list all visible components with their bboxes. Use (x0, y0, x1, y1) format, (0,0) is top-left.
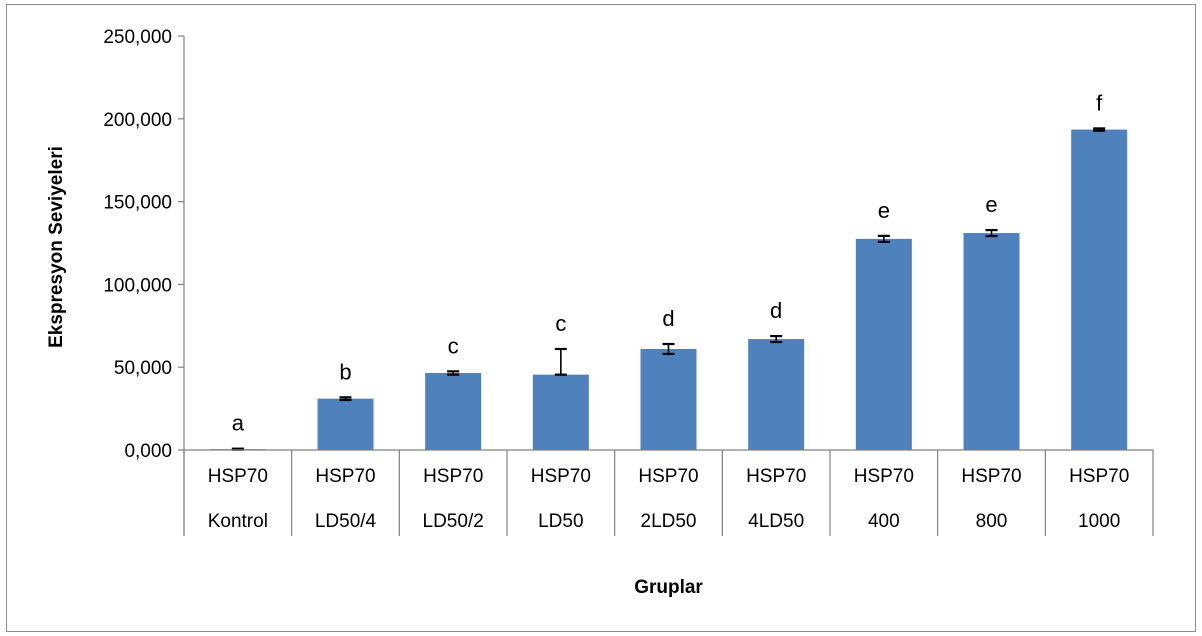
x-axis-title: Gruplar (634, 577, 703, 598)
y-tick-label: 200,000 (103, 110, 172, 131)
error-bar (877, 234, 890, 243)
category-label-line2: Kontrol (208, 511, 268, 532)
bar (748, 339, 805, 450)
category-label-line2: 400 (868, 511, 900, 532)
category-label-line2: LD50 (538, 511, 583, 532)
bar-chart: 0,00050,000100,000150,000200,000250,000 … (46, 27, 1154, 598)
significance-label: b (339, 359, 351, 384)
y-axis-ticks: 0,000 50,000 100,000 150,000 200,000 250,000 (103, 27, 184, 462)
error-bar (770, 334, 783, 344)
category-label-line2: LD50/2 (423, 511, 484, 532)
y-tick-label: 150,000 (103, 193, 172, 214)
significance-label: f (1096, 90, 1103, 115)
category-label-line2: LD50/4 (315, 511, 377, 532)
significance-label: c (448, 333, 459, 358)
significance-label: a (232, 411, 245, 436)
significance-label: e (985, 192, 997, 217)
category-label-line1: HSP70 (1069, 466, 1129, 487)
bar (963, 233, 1020, 450)
bar (640, 348, 697, 450)
category-label-line1: HSP70 (423, 466, 483, 487)
category-label-line2: 4LD50 (748, 511, 804, 532)
category-label-line1: HSP70 (746, 466, 806, 487)
bar (1071, 129, 1128, 450)
y-tick-label: 50,000 (114, 358, 172, 379)
error-bar (554, 347, 567, 376)
category-label-line2: 2LD50 (641, 511, 697, 532)
category-label-line2: 1000 (1078, 511, 1120, 532)
category-label-line1: HSP70 (854, 466, 914, 487)
significance-label: e (878, 198, 890, 223)
y-axis-title: Ekspresyon Seviyeleri (46, 146, 67, 348)
bar (425, 372, 482, 450)
error-bar (447, 370, 460, 376)
category-label-line1: HSP70 (208, 466, 268, 487)
error-bar (662, 342, 675, 356)
error-bar (985, 228, 998, 238)
category-label-line1: HSP70 (315, 466, 375, 487)
significance-label: d (770, 298, 782, 323)
bar (317, 398, 374, 450)
bar (532, 374, 589, 450)
y-tick-label: 0,000 (124, 441, 172, 462)
bars (209, 129, 1128, 450)
error-bars (231, 127, 1106, 451)
significance-label: c (555, 311, 566, 336)
category-label-line2: 800 (976, 511, 1008, 532)
y-tick-label: 250,000 (103, 27, 172, 48)
significance-labels: a b c c d d e e f (232, 90, 1103, 435)
y-tick-label: 100,000 (103, 275, 172, 296)
error-bar (339, 396, 352, 402)
category-table: HSP70 Kontrol HSP70 LD50/4 HSP70 LD50/2 HSP70 L… (183, 450, 1154, 536)
category-label-line1: HSP70 (638, 466, 698, 487)
significance-label: d (662, 306, 674, 331)
chart-frame: 0,000 50,000 100,000 150,000 200,000 250,000 … (6, 4, 1196, 632)
category-label-line1: HSP70 (531, 466, 591, 487)
bar (855, 238, 912, 450)
error-bar (1093, 127, 1106, 132)
category-label-line1: HSP70 (961, 466, 1021, 487)
